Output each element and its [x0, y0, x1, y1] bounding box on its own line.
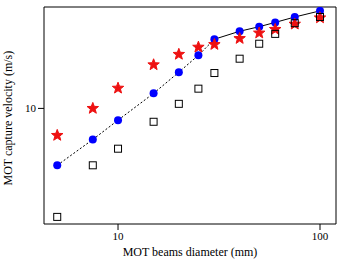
svg-text:MOT capture velocity (m/s): MOT capture velocity (m/s)	[8, 51, 15, 186]
svg-text:10: 10	[25, 102, 37, 114]
svg-text:10: 10	[113, 230, 125, 242]
svg-text:MOT beams diameter (mm): MOT beams diameter (mm)	[123, 245, 258, 259]
svg-text:100: 100	[312, 230, 329, 242]
